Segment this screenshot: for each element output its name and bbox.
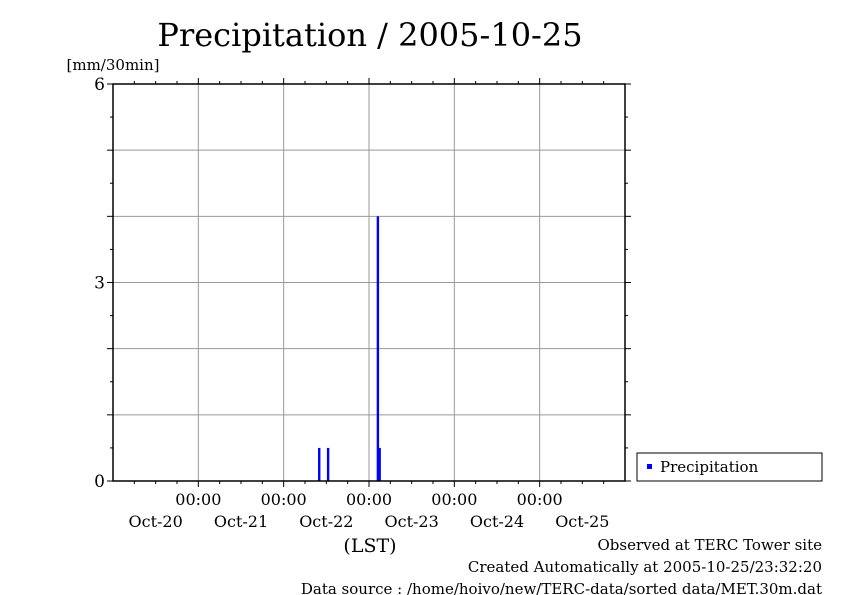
x-day-label: Oct-23 xyxy=(385,512,439,531)
precip-bar xyxy=(378,447,381,481)
x-time-label: 00:00 xyxy=(175,490,221,509)
x-axis-label: (LST) xyxy=(343,535,396,557)
x-time-label: 00:00 xyxy=(261,490,307,509)
legend-label: Precipitation xyxy=(660,458,759,476)
x-day-label: Oct-20 xyxy=(129,512,183,531)
precip-bar xyxy=(326,447,330,481)
x-day-label: Oct-21 xyxy=(214,512,268,531)
chart-title: Precipitation / 2005-10-25 xyxy=(157,16,582,54)
legend-swatch xyxy=(647,464,652,469)
x-time-label: 00:00 xyxy=(431,490,477,509)
x-day-label: Oct-25 xyxy=(555,512,609,531)
y-tick-label: 0 xyxy=(94,472,105,492)
y-tick-label: 3 xyxy=(94,274,105,294)
footer-created: Created Automatically at 2005-10-25/23:3… xyxy=(468,558,822,576)
y-tick-label: 6 xyxy=(94,75,105,95)
y-axis-label: [mm/30min] xyxy=(67,56,160,74)
x-time-label: 00:00 xyxy=(517,490,563,509)
footer-observed: Observed at TERC Tower site xyxy=(597,536,822,554)
precip-bar xyxy=(318,447,321,481)
precip-bar xyxy=(376,216,380,482)
x-day-label: Oct-22 xyxy=(299,512,353,531)
legend: Precipitation xyxy=(636,452,823,482)
x-time-label: 00:00 xyxy=(346,490,392,509)
x-day-label: Oct-24 xyxy=(470,512,524,531)
footer-source: Data source : /home/hoivo/new/TERC-data/… xyxy=(301,580,822,595)
